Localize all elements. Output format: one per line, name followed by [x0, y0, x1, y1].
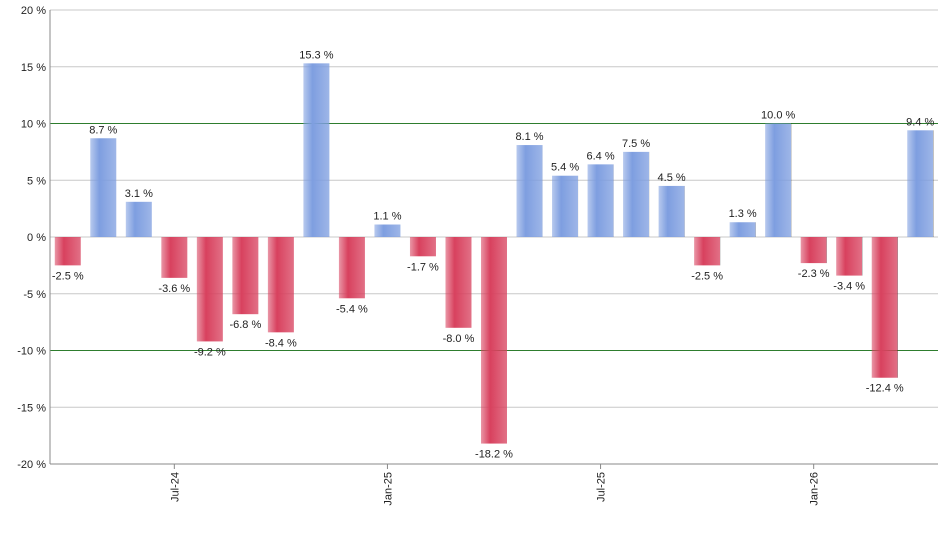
bar: [729, 222, 756, 237]
value-label: 9.4 %: [906, 116, 934, 128]
value-label: -8.0 %: [443, 333, 475, 345]
bar: [338, 237, 365, 299]
value-label: 8.1 %: [515, 131, 543, 143]
value-label: -2.5 %: [52, 270, 84, 282]
bar: [303, 63, 330, 237]
value-label: 10.0 %: [761, 110, 795, 122]
y-tick-label: 5 %: [27, 175, 46, 187]
bar: [765, 123, 792, 237]
value-label: -6.8 %: [229, 319, 261, 331]
bar: [552, 175, 579, 237]
bar: [836, 237, 863, 276]
bar: [409, 237, 436, 257]
value-label: -12.4 %: [866, 383, 904, 395]
bar: [374, 224, 401, 237]
bar: [871, 237, 898, 378]
y-tick-label: 10 %: [21, 119, 46, 131]
value-label: -18.2 %: [475, 449, 513, 461]
bar: [658, 185, 685, 237]
x-tick-label: Jul-24: [169, 472, 181, 502]
value-label: -9.2 %: [194, 346, 226, 358]
bar: [267, 237, 294, 333]
value-label: 6.4 %: [586, 150, 614, 162]
y-tick-label: -10 %: [17, 346, 46, 358]
y-tick-label: -20 %: [17, 459, 46, 471]
y-tick-label: -15 %: [17, 402, 46, 414]
value-label: -5.4 %: [336, 303, 368, 315]
value-label: -2.3 %: [798, 268, 830, 280]
bar: [125, 201, 152, 237]
bar: [800, 237, 827, 264]
bar: [516, 145, 543, 237]
value-label: 7.5 %: [622, 138, 650, 150]
value-label: -3.6 %: [158, 283, 190, 295]
value-label: 15.3 %: [299, 49, 333, 61]
bar: [623, 151, 650, 237]
bar: [694, 237, 721, 266]
y-tick-label: -5 %: [23, 289, 46, 301]
value-label: 3.1 %: [125, 188, 153, 200]
value-label: -8.4 %: [265, 337, 297, 349]
bar: [90, 138, 117, 237]
value-label: -2.5 %: [691, 270, 723, 282]
bar: [161, 237, 188, 278]
value-label: 1.3 %: [729, 208, 757, 220]
bar: [196, 237, 223, 342]
y-tick-label: 15 %: [21, 62, 46, 74]
bar: [907, 130, 934, 237]
value-label: 1.1 %: [373, 211, 401, 223]
value-label: -3.4 %: [833, 281, 865, 293]
value-label: -1.7 %: [407, 261, 439, 273]
x-tick-label: Jan-25: [382, 472, 394, 506]
bar: [54, 237, 81, 266]
value-label: 5.4 %: [551, 162, 579, 174]
x-tick-label: Jul-25: [596, 472, 608, 502]
x-tick-label: Jan-26: [809, 472, 821, 506]
bar: [232, 237, 259, 315]
value-label: 8.7 %: [89, 124, 117, 136]
y-tick-label: 20 %: [21, 5, 46, 17]
bar: [481, 237, 507, 444]
y-tick-label: 0 %: [27, 232, 46, 244]
bar: [587, 164, 614, 237]
bar: [445, 237, 472, 328]
value-label: 4.5 %: [658, 172, 686, 184]
